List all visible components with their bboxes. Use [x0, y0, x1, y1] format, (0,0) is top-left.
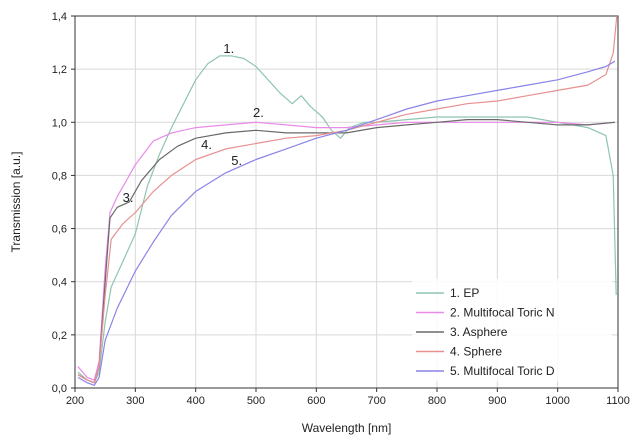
legend-background: [412, 279, 612, 381]
y-tick-label: 1,2: [52, 64, 67, 76]
series-line-3: [77, 119, 616, 384]
x-axis-label: Wavelength [nm]: [302, 421, 392, 435]
legend-entry: 3. Asphere: [450, 325, 508, 339]
annotation-label: 5.: [231, 153, 242, 168]
legend-entry: 1. EP: [450, 286, 479, 300]
line-annotations: 1. 2. 3. 4. 5.: [123, 41, 264, 205]
y-tick-label: 0,0: [52, 383, 67, 395]
x-tick-label: 800: [428, 395, 446, 407]
x-tick-label: 600: [307, 395, 325, 407]
x-tick-label: 500: [247, 395, 265, 407]
x-tick-label: 400: [186, 395, 204, 407]
annotation-label: 2.: [253, 105, 264, 120]
x-tick-label: 200: [66, 395, 84, 407]
series-line-1: [77, 55, 617, 384]
y-tick-label: 0,8: [52, 170, 67, 182]
y-axis-label: Transmission [a.u.]: [9, 152, 23, 253]
y-tick-label: 0,2: [52, 330, 67, 342]
y-tick-label: 1,0: [52, 117, 67, 129]
series-lines: [77, 15, 618, 386]
annotation-label: 1.: [223, 41, 234, 56]
ticks: 200 300 400 500 600 700 800 900 1000 1100 0,0 0,2 0,…: [52, 11, 630, 407]
legend-entry: 4. Sphere: [450, 345, 502, 359]
annotation-label: 3.: [123, 190, 134, 205]
x-tick-label: 700: [367, 395, 385, 407]
annotation-label: 4.: [201, 137, 212, 152]
series-line-5: [77, 60, 616, 386]
y-tick-label: 1,4: [52, 11, 67, 23]
x-tick-label: 300: [126, 395, 144, 407]
x-tick-label: 1100: [606, 395, 630, 407]
y-tick-label: 0,6: [52, 224, 67, 236]
y-tick-label: 0,4: [52, 277, 67, 289]
legend-entry: 5. Multifocal Toric D: [450, 364, 555, 378]
x-tick-label: 1000: [545, 395, 569, 407]
legend: 1. EP 2. Multifocal Toric N 3. Asphere 4. S…: [412, 279, 612, 381]
legend-entry: 2. Multifocal Toric N: [450, 306, 554, 320]
x-tick-label: 900: [488, 395, 506, 407]
series-line-2: [77, 121, 616, 381]
series-line-4: [77, 15, 618, 384]
plot-frame: [74, 15, 619, 389]
